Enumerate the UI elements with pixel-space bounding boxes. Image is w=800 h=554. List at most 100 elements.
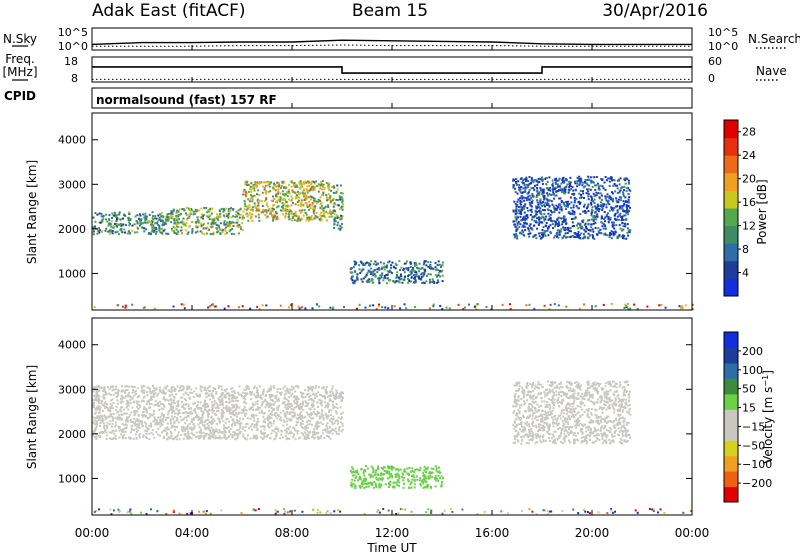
power-echo-1-144 xyxy=(177,218,180,221)
power-echo-0-158 xyxy=(137,227,139,230)
velocity-echo-0-1033 xyxy=(306,404,309,407)
velocity-echo-0-1186 xyxy=(207,390,210,393)
velocity-echo-0-1564 xyxy=(128,391,131,394)
velocity-echo-2-194 xyxy=(427,475,430,478)
power-near-29 xyxy=(287,306,290,309)
velocity-echo-0-912 xyxy=(222,436,225,439)
velocity-echo-0-530 xyxy=(296,432,299,435)
power-echo-0-197 xyxy=(128,211,131,214)
velocity-echo-0-1212 xyxy=(203,423,206,426)
power-echo-4-10 xyxy=(414,279,417,282)
power-echo-0-213 xyxy=(119,228,122,231)
power-echo-1-219 xyxy=(183,209,186,212)
velocity-echo-0-1185 xyxy=(306,430,309,433)
velocity-echo-0-1501 xyxy=(148,387,151,390)
power-echo-2-414 xyxy=(299,180,302,183)
power-echo-0-159 xyxy=(94,212,97,214)
power-echo-5-422 xyxy=(549,217,552,220)
velocity-echo-0-693 xyxy=(249,393,252,396)
velocity-echo-0-1137 xyxy=(165,438,168,441)
velocity-echo-0-1187 xyxy=(137,403,140,406)
power-echo-0-149 xyxy=(155,227,158,230)
velocity-echo-0-1595 xyxy=(210,423,213,426)
power-echo-5-987 xyxy=(572,189,575,192)
power-echo-3-23 xyxy=(339,198,342,201)
velocity-echo-2-149 xyxy=(388,476,391,479)
power-echo-3-65 xyxy=(336,216,339,219)
velocity-echo-0-1626 xyxy=(266,402,269,405)
velocity-echo-0-1106 xyxy=(157,416,160,419)
power-echo-5-580 xyxy=(520,203,522,206)
velocity-echo-0-820 xyxy=(215,430,218,433)
velocity-echo-0-1240 xyxy=(143,406,146,409)
power-near-85 xyxy=(627,308,630,310)
power-echo-2-292 xyxy=(287,205,290,208)
power-near-55 xyxy=(355,307,358,310)
velocity-echo-0-722 xyxy=(233,390,236,393)
velocity-echo-1-17 xyxy=(337,395,340,398)
velocity-echo-2-190 xyxy=(418,469,420,471)
velocity-echo-0-1118 xyxy=(174,402,177,405)
power-echo-5-756 xyxy=(556,235,559,238)
power-echo-1-134 xyxy=(173,230,175,233)
velocity-echo-0-626 xyxy=(238,420,241,423)
velocity-echo-0-286 xyxy=(233,406,236,408)
power-echo-1-67 xyxy=(240,228,242,231)
velocity-echo-0-1488 xyxy=(226,392,229,395)
velocity-echo-0-1129 xyxy=(180,396,182,399)
velocity-echo-0-161 xyxy=(225,437,228,440)
velocity-echo-0-1707 xyxy=(184,427,187,430)
power-echo-5-865 xyxy=(519,197,522,200)
velocity-echo-0-1048 xyxy=(178,409,181,412)
power-echo-4-207 xyxy=(372,281,375,284)
velocity-echo-2-249 xyxy=(403,468,406,471)
power-echo-4-31 xyxy=(407,281,409,284)
power-echo-5-179 xyxy=(558,232,561,235)
velocity-echo-0-1868 xyxy=(270,422,273,425)
power-echo-5-855 xyxy=(584,235,587,238)
power-echo-5-775 xyxy=(520,195,523,198)
power-echo-1-221 xyxy=(168,216,171,218)
power-echo-5-698 xyxy=(576,235,579,238)
power-near-109 xyxy=(468,303,470,306)
power-echo-2-379 xyxy=(253,202,256,205)
power-echo-2-125 xyxy=(297,204,300,206)
velocity-echo-0-824 xyxy=(136,418,139,421)
power-echo-1-225 xyxy=(186,232,189,235)
power-echo-2-492 xyxy=(267,181,270,184)
power-echo-1-187 xyxy=(222,214,225,217)
power-echo-2-461 xyxy=(310,218,313,221)
velocity-echo-0-1570 xyxy=(280,429,283,432)
velocity-echo-0-1779 xyxy=(105,405,108,408)
power-echo-5-249 xyxy=(608,195,611,198)
power-echo-5-514 xyxy=(587,190,590,193)
power-echo-3-56 xyxy=(333,218,336,221)
velocity-echo-0-145 xyxy=(284,415,287,418)
power-echo-5-863 xyxy=(561,223,564,226)
velocity-echo-0-1500 xyxy=(322,432,325,435)
velocity-echo-0-1719 xyxy=(296,403,299,406)
velocity-echo-0-1493 xyxy=(207,427,210,430)
velocity-echo-0-312 xyxy=(108,422,111,425)
velocity-echo-0-1864 xyxy=(156,401,159,404)
power-echo-2-72 xyxy=(272,199,275,202)
velocity-echo-0-1706 xyxy=(282,424,285,427)
velocity-echo-0-994 xyxy=(226,410,229,412)
power-echo-5-413 xyxy=(580,194,582,196)
velocity-echo-0-596 xyxy=(180,425,183,428)
velocity-echo-0-524 xyxy=(199,418,202,421)
power-echo-5-677 xyxy=(522,187,525,190)
velocity-echo-1-61 xyxy=(341,397,344,400)
velocity-echo-0-192 xyxy=(262,415,265,418)
power-echo-1-51 xyxy=(235,213,237,216)
power-echo-2-241 xyxy=(273,198,276,200)
velocity-echo-0-1871 xyxy=(172,401,174,404)
velocity-echo-0-1653 xyxy=(185,403,188,405)
power-echo-1-6 xyxy=(209,214,212,216)
power-echo-5-822 xyxy=(513,233,516,236)
power-echo-1-33 xyxy=(215,227,218,230)
power-echo-5-539 xyxy=(513,179,515,182)
velocity-echo-2-49 xyxy=(432,467,435,470)
power-echo-5-430 xyxy=(519,200,522,202)
power-echo-2-222 xyxy=(248,188,251,190)
